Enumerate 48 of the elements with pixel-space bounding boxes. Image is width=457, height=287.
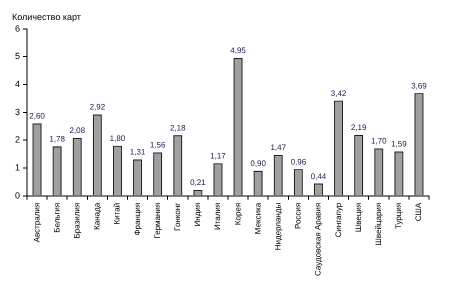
data-label: 2,08: [69, 126, 86, 136]
data-label: 0,96: [290, 157, 307, 166]
data-label: 3,42: [330, 88, 347, 98]
x-tick-label: Бразилия: [72, 202, 82, 238]
x-tick-label: Нидерланды: [273, 202, 282, 250]
x-tick-label: Корея: [233, 202, 242, 226]
y-tick-label: 0: [14, 190, 20, 200]
data-label: 2,18: [170, 123, 186, 132]
chart-title: Количество карт: [12, 12, 81, 22]
x-tick-label: Мексика: [253, 202, 262, 234]
x-tick-label: Россия: [294, 202, 303, 230]
data-label: 4,95: [230, 46, 246, 56]
x-tick-label: Франция: [132, 202, 142, 236]
y-tick-label: 1: [14, 162, 20, 172]
data-label: 0,21: [190, 178, 206, 188]
data-label: 1,17: [210, 151, 226, 160]
x-tick-label: Германия: [152, 202, 162, 239]
y-tick-label: 6: [14, 23, 20, 34]
data-label: 1,47: [270, 143, 287, 152]
x-tick-label: Сингапур: [334, 202, 343, 238]
data-label: 0,90: [250, 158, 266, 168]
x-tick-label: Саудовская Аравия: [314, 202, 323, 276]
y-tick-label: 2: [14, 134, 20, 145]
x-tick-label: Индия: [193, 202, 202, 226]
x-tick-label: Италия: [213, 202, 222, 230]
x-tick-label: Канада: [92, 202, 102, 230]
x-tick-label: Швейцария: [374, 202, 383, 246]
x-tick-label: США: [414, 202, 424, 222]
x-tick-label: Австралия: [32, 202, 42, 242]
data-label: 2,60: [29, 112, 46, 121]
y-tick-label: 3: [14, 106, 20, 117]
data-label: 1,56: [150, 140, 166, 150]
data-label: 2,92: [90, 102, 106, 112]
x-tick-label: Швеция: [354, 202, 363, 232]
data-label: 3,69: [411, 81, 428, 90]
x-tick-label: Китай: [112, 202, 122, 224]
data-label: 1,78: [49, 134, 66, 144]
data-label: 0,44: [310, 172, 327, 181]
x-tick-label: Бельгия: [52, 202, 62, 233]
data-label: 1,31: [130, 148, 146, 157]
x-tick-label: Гонконг: [172, 202, 182, 231]
data-label: 1,59: [391, 140, 408, 149]
y-tick-label: 4: [14, 78, 20, 89]
x-tick-label: Турция: [394, 202, 404, 229]
data-label: 2,19: [350, 123, 367, 132]
data-label: 1,70: [370, 136, 388, 146]
data-label: 1,80: [110, 134, 126, 143]
y-tick-label: 5: [14, 51, 20, 62]
